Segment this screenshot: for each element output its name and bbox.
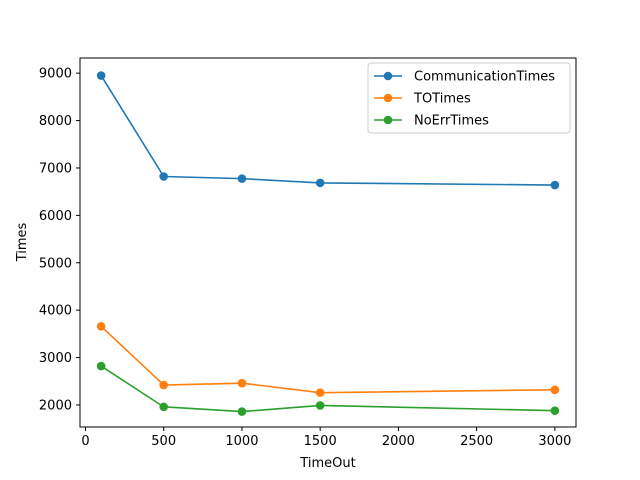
x-tick-label: 500 — [151, 434, 176, 449]
legend-item: TOTimes — [374, 92, 471, 107]
y-tick-label: 3000 — [39, 351, 72, 366]
legend-item: CommunicationTimes — [374, 70, 555, 85]
series-layer — [96, 71, 560, 416]
series-NoErrTimes — [96, 361, 560, 416]
data-point — [550, 180, 560, 190]
series-TOTimes — [96, 321, 560, 397]
legend-item: NoErrTimes — [374, 114, 489, 129]
plot-frame — [79, 57, 577, 428]
x-tick-label: 2500 — [460, 434, 493, 449]
legend-label: NoErrTimes — [414, 114, 489, 129]
data-point — [159, 402, 169, 412]
y-axis-label: Times — [15, 222, 30, 262]
data-point — [315, 388, 325, 397]
y-tick-label: 7000 — [39, 161, 72, 176]
x-tick-label: 1000 — [225, 434, 258, 449]
y-tick-label: 4000 — [39, 304, 72, 319]
x-axis-label: TimeOut — [299, 456, 355, 471]
series-line — [100, 365, 555, 413]
x-tick-label: 1500 — [304, 434, 337, 449]
data-point — [550, 385, 560, 395]
legend-label: CommunicationTimes — [414, 70, 555, 85]
data-point — [159, 172, 169, 181]
data-point — [96, 71, 106, 80]
y-tick-label: 2000 — [39, 398, 72, 413]
x-tick-label: 0 — [81, 434, 89, 449]
data-point — [315, 178, 325, 188]
y-tick-label: 6000 — [39, 209, 72, 224]
data-point — [237, 407, 247, 416]
legend: CommunicationTimes TOTimes NoErrTimes — [367, 62, 571, 134]
x-tick-label: 3000 — [538, 434, 571, 449]
data-point — [159, 380, 169, 390]
y-tick-label: 8000 — [39, 114, 72, 129]
data-point — [96, 321, 106, 331]
series-line — [100, 325, 555, 394]
data-point — [237, 174, 247, 183]
data-point — [237, 378, 247, 388]
data-point — [315, 401, 325, 410]
legend-marker — [383, 115, 393, 125]
y-tick-label: 5000 — [39, 256, 72, 271]
legend-label: TOTimes — [413, 92, 471, 107]
y-tick-label: 9000 — [39, 67, 72, 82]
legend-marker — [383, 71, 393, 81]
series-CommunicationTimes — [96, 71, 560, 190]
x-tick-label: 2000 — [382, 434, 415, 449]
x-axis: 0 500 1000 1500 2000 2500 3000 — [81, 427, 571, 449]
data-point — [96, 361, 106, 371]
legend-marker — [383, 93, 393, 103]
legend-box — [367, 62, 571, 134]
y-axis: 2000 3000 4000 5000 6000 7000 8000 9000 — [39, 67, 80, 413]
data-point — [550, 406, 560, 415]
